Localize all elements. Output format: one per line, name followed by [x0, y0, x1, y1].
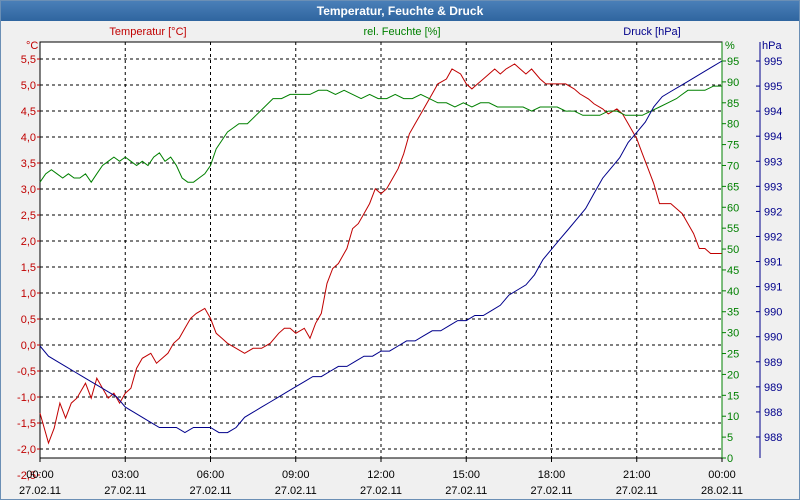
- temp-tick-label: -2,5: [17, 470, 36, 482]
- x-date-label: 28.02.11: [701, 485, 743, 497]
- hum-tick-label: 90: [727, 77, 739, 89]
- hum-tick-label: 80: [727, 119, 739, 131]
- press-tick-label: 989: [764, 382, 782, 394]
- temp-tick-label: -1,5: [17, 418, 36, 430]
- press-tick-label: 993: [764, 156, 782, 168]
- press-tick-label: 994: [764, 131, 782, 143]
- legend-temp: Temperatur [°C]: [109, 26, 186, 38]
- press-tick-label: 991: [764, 282, 782, 294]
- press-tick-label: 994: [764, 106, 782, 118]
- hum-tick-label: 20: [727, 369, 739, 381]
- x-date-label: 27.02.11: [530, 485, 572, 497]
- press-tick-label: 990: [764, 332, 782, 344]
- hum-tick-label: 40: [727, 286, 739, 298]
- temp-tick-label: 2,5: [21, 210, 36, 222]
- press-tick-label: 992: [764, 206, 782, 218]
- temp-tick-label: 3,5: [21, 158, 36, 170]
- temp-tick-label: 5,0: [21, 80, 36, 92]
- x-time-label: 15:00: [452, 469, 480, 481]
- x-date-label: 27.02.11: [445, 485, 487, 497]
- legend-press: Druck [hPa]: [623, 26, 680, 38]
- x-time-label: 21:00: [623, 469, 651, 481]
- x-date-label: 27.02.11: [275, 485, 317, 497]
- press-tick-label: 990: [764, 307, 782, 319]
- x-date-label: 27.02.11: [616, 485, 658, 497]
- legend-hum: rel. Feuchte [%]: [363, 26, 440, 38]
- series-line-press: [39, 60, 723, 434]
- hum-tick-label: 65: [727, 181, 739, 193]
- hum-tick-label: 75: [727, 140, 739, 152]
- x-date-label: 27.02.11: [189, 485, 231, 497]
- x-time-label: 06:00: [197, 469, 225, 481]
- temp-tick-label: 5,5: [21, 54, 36, 66]
- temp-tick-label: 1,0: [21, 288, 36, 300]
- press-tick-label: 992: [764, 231, 782, 243]
- hum-tick-label: 70: [727, 160, 739, 172]
- x-time-label: 18:00: [538, 469, 566, 481]
- hum-tick-label: 5: [727, 432, 733, 444]
- temp-tick-label: 1,5: [21, 262, 36, 274]
- series-line-hum: [39, 85, 722, 184]
- press-tick-label: 991: [764, 257, 782, 269]
- hum-tick-label: 25: [727, 349, 739, 361]
- hum-tick-label: 30: [727, 328, 739, 340]
- temp-tick-label: 4,5: [21, 106, 36, 118]
- hum-tick-label: 55: [727, 223, 739, 235]
- hum-tick-label: 60: [727, 202, 739, 214]
- hum-tick-label: 50: [727, 244, 739, 256]
- press-unit-label: hPa: [762, 40, 782, 52]
- press-tick-label: 995: [764, 56, 782, 68]
- axes-layer: 5,5 5,0 4,5 4,0 3,5 3,0 2,5 2,0 1,5 1,0 0,5 0,0 -0,5…: [17, 42, 782, 497]
- hum-tick-label: 95: [727, 56, 739, 68]
- x-time-label: 00:00: [26, 469, 54, 481]
- temp-tick-label: 0,0: [21, 340, 36, 352]
- x-date-label: 27.02.11: [104, 485, 146, 497]
- temp-tick-label: 0,5: [21, 314, 36, 326]
- series-layer: [39, 60, 723, 445]
- temp-tick-label: -1,0: [17, 392, 36, 404]
- hum-tick-label: 35: [727, 307, 739, 319]
- press-tick-label: 993: [764, 181, 782, 193]
- temp-tick-label: 2,0: [21, 236, 36, 248]
- press-tick-label: 988: [764, 407, 782, 419]
- x-time-label: 00:00: [708, 469, 736, 481]
- temp-tick-label: -0,5: [17, 366, 36, 378]
- x-date-label: 27.02.11: [360, 485, 402, 497]
- press-tick-label: 995: [764, 81, 782, 93]
- hum-tick-label: 45: [727, 265, 739, 277]
- chart-title: Temperatur, Feuchte & Druck: [1, 1, 799, 21]
- temp-tick-label: 3,0: [21, 184, 36, 196]
- x-time-label: 12:00: [367, 469, 395, 481]
- hum-tick-label: 10: [727, 411, 739, 423]
- temp-tick-label: -2,0: [17, 444, 36, 456]
- x-time-label: 09:00: [282, 469, 310, 481]
- x-date-label: 27.02.11: [19, 485, 61, 497]
- press-tick-label: 989: [764, 357, 782, 369]
- hum-tick-label: 15: [727, 390, 739, 402]
- series-line-temp: [39, 63, 722, 445]
- hum-unit-label: %: [725, 40, 735, 52]
- hum-tick-label: 0: [727, 453, 733, 465]
- hum-tick-label: 85: [727, 98, 739, 110]
- temp-unit-label: °C: [26, 40, 38, 52]
- temp-tick-label: 4,0: [21, 132, 36, 144]
- press-tick-label: 988: [764, 432, 782, 444]
- x-time-label: 03:00: [111, 469, 139, 481]
